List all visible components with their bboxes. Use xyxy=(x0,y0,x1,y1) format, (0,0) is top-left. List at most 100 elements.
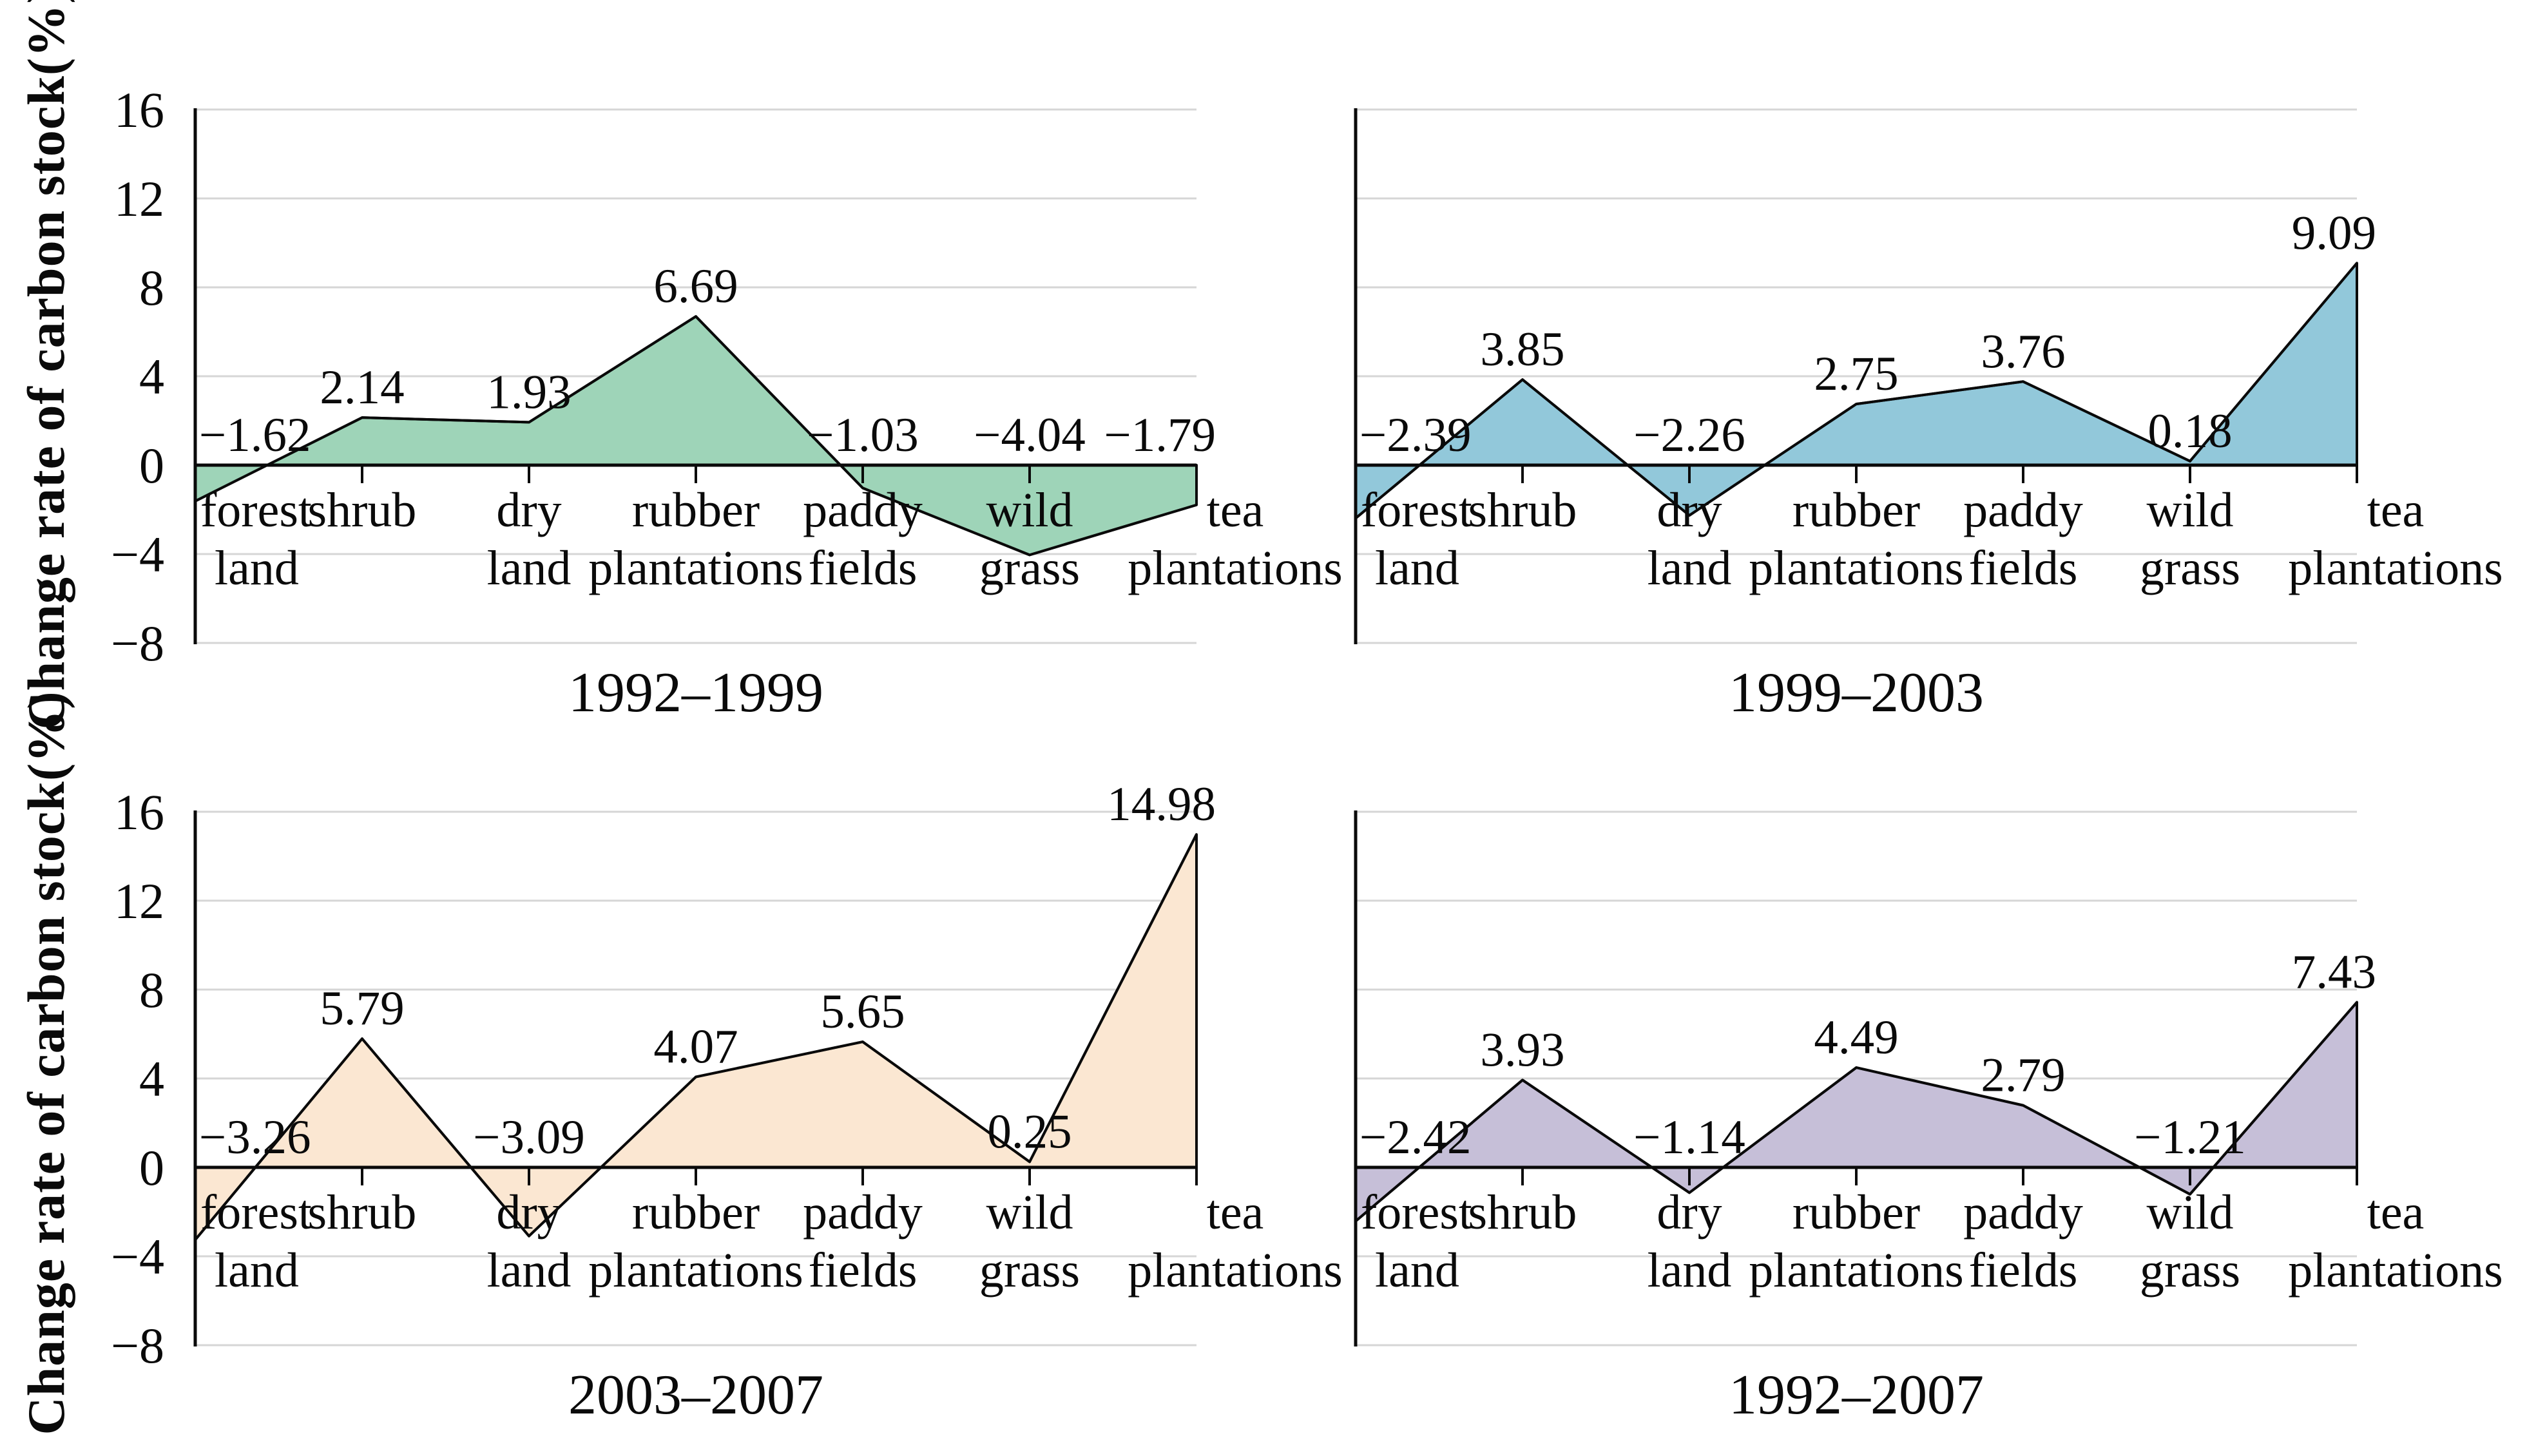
value-label: −2.39 xyxy=(1360,408,1472,462)
category-label-line1: tea xyxy=(2367,1185,2425,1240)
period-label: 1992–2007 xyxy=(1729,1364,1984,1426)
value-label: 3.76 xyxy=(1981,325,2065,378)
y-tick-label: −4 xyxy=(111,526,164,582)
value-label: −4.04 xyxy=(974,408,1086,462)
y-tick-label: −8 xyxy=(111,615,164,671)
category-label-line2: grass xyxy=(2140,1243,2240,1298)
value-label: 14.98 xyxy=(1107,778,1216,831)
value-label: 4.07 xyxy=(653,1020,738,1074)
y-tick-label: −4 xyxy=(111,1229,164,1285)
category-label-line1: dry xyxy=(496,1185,561,1240)
data-line xyxy=(194,834,1198,1241)
value-label: 2.14 xyxy=(320,361,404,414)
category-label-line1: rubber xyxy=(632,1185,760,1240)
category-label-line2: land xyxy=(487,1243,572,1298)
category-label-line2: plantations xyxy=(1749,541,1964,595)
category-label-line1: wild xyxy=(2146,1185,2233,1240)
category-label-line1: wild xyxy=(986,483,1073,537)
category-label-line1: rubber xyxy=(1792,1185,1920,1240)
value-label: −1.79 xyxy=(1104,408,1216,462)
data-line xyxy=(1354,1001,2358,1223)
category-label-line1: tea xyxy=(1207,1185,1264,1240)
category-label-line1: wild xyxy=(2146,483,2233,537)
category-label-line1: paddy xyxy=(1963,483,2083,537)
category-label-line2: plantations xyxy=(2288,541,2503,595)
category-label-line1: forest xyxy=(200,483,312,537)
value-label: −3.26 xyxy=(199,1111,311,1164)
category-label-line2: plantations xyxy=(2288,1243,2503,1298)
y-tick-label: 8 xyxy=(139,962,164,1018)
y-tick-label: 16 xyxy=(114,82,164,138)
y-axis-title-row2: Change rate of carbon stock(%) xyxy=(17,691,75,1435)
value-label: 3.93 xyxy=(1480,1023,1564,1077)
category-label-line2: plantations xyxy=(588,1243,803,1298)
chart-panel-1999–2003: −2.393.85 −2.26 2.75 3.76 0.18 9.09 forestland… xyxy=(1354,108,2503,724)
category-label-line1: wild xyxy=(986,1185,1073,1240)
category-label-line1: tea xyxy=(2367,483,2425,537)
category-label-line2: fields xyxy=(1969,1243,2078,1298)
y-tick-label: 12 xyxy=(114,873,164,929)
value-label: 3.85 xyxy=(1480,323,1564,376)
chart-panel-2003–2007: 16 12 8 4 0 −4 −8 −3.26 5.79 −3.09 4.07 5.65 0.25 14.… xyxy=(111,778,1343,1426)
category-label-line1: shrub xyxy=(1468,483,1577,537)
value-label: 5.79 xyxy=(320,982,404,1035)
category-label-line1: paddy xyxy=(803,483,923,537)
category-label-line2: land xyxy=(487,541,572,595)
value-label: 0.25 xyxy=(987,1105,1071,1158)
category-label-line1: paddy xyxy=(1963,1185,2083,1240)
y-tick-label: 16 xyxy=(114,784,164,840)
category-label-line2: land xyxy=(1648,1243,1732,1298)
category-label-line1: dry xyxy=(1657,483,1722,537)
value-label: −2.26 xyxy=(1633,408,1745,462)
value-label: −1.03 xyxy=(807,408,919,462)
value-label: −1.62 xyxy=(199,408,311,462)
category-label-line2: fields xyxy=(809,541,918,595)
category-label-line2: fields xyxy=(809,1243,918,1298)
category-label-line1: forest xyxy=(1361,483,1472,537)
category-label-line1: rubber xyxy=(1792,483,1920,537)
value-label: −3.09 xyxy=(473,1111,585,1164)
value-label: 0.18 xyxy=(2147,405,2232,458)
value-label: 4.49 xyxy=(1814,1011,1898,1064)
y-tick-label: 8 xyxy=(139,260,164,316)
category-label-line1: rubber xyxy=(632,483,760,537)
y-tick-label: 4 xyxy=(139,349,164,405)
category-label-line2: land xyxy=(215,1243,299,1298)
category-label-line2: land xyxy=(1375,1243,1459,1298)
category-label-line2: grass xyxy=(979,541,1080,595)
category-label-line1: tea xyxy=(1207,483,1264,537)
category-label-line1: paddy xyxy=(803,1185,923,1240)
category-label-line2: land xyxy=(1375,541,1459,595)
value-label: 5.65 xyxy=(820,985,905,1039)
category-label-line2: plantations xyxy=(1128,541,1343,595)
category-label-line1: shrub xyxy=(308,1185,417,1240)
y-tick-label: 0 xyxy=(139,1140,164,1196)
chart-panel-1992–2007: −2.423.93−1.144.492.79−1.217.43forestlan… xyxy=(1354,810,2503,1426)
y-axis-title-row1: Change rate of carbon stock(%) xyxy=(17,0,75,730)
period-label: 1992–1999 xyxy=(568,662,823,724)
category-label-line2: grass xyxy=(2140,541,2240,595)
data-line xyxy=(195,315,1197,557)
value-label: 9.09 xyxy=(2292,206,2376,260)
category-label-line1: dry xyxy=(496,483,561,537)
y-tick-label: 4 xyxy=(139,1051,164,1107)
period-label: 2003–2007 xyxy=(568,1364,823,1426)
value-label: 2.75 xyxy=(1814,347,1898,401)
category-label-line2: plantations xyxy=(1128,1243,1343,1298)
category-label-line1: shrub xyxy=(1468,1185,1577,1240)
value-label: 1.93 xyxy=(486,365,571,419)
value-label: −1.14 xyxy=(1633,1111,1745,1164)
value-label: 6.69 xyxy=(653,260,738,313)
category-label-line2: plantations xyxy=(588,541,803,595)
y-tick-label: 0 xyxy=(139,437,164,493)
category-label-line1: dry xyxy=(1657,1185,1722,1240)
y-tick-label: −8 xyxy=(111,1317,164,1374)
value-label: −1.21 xyxy=(2134,1111,2246,1164)
category-label-line2: plantations xyxy=(1749,1243,1964,1298)
category-label-line1: forest xyxy=(200,1185,312,1240)
data-line xyxy=(1354,262,2358,519)
category-label-line2: fields xyxy=(1969,541,2078,595)
value-label: 2.79 xyxy=(1981,1049,2065,1102)
